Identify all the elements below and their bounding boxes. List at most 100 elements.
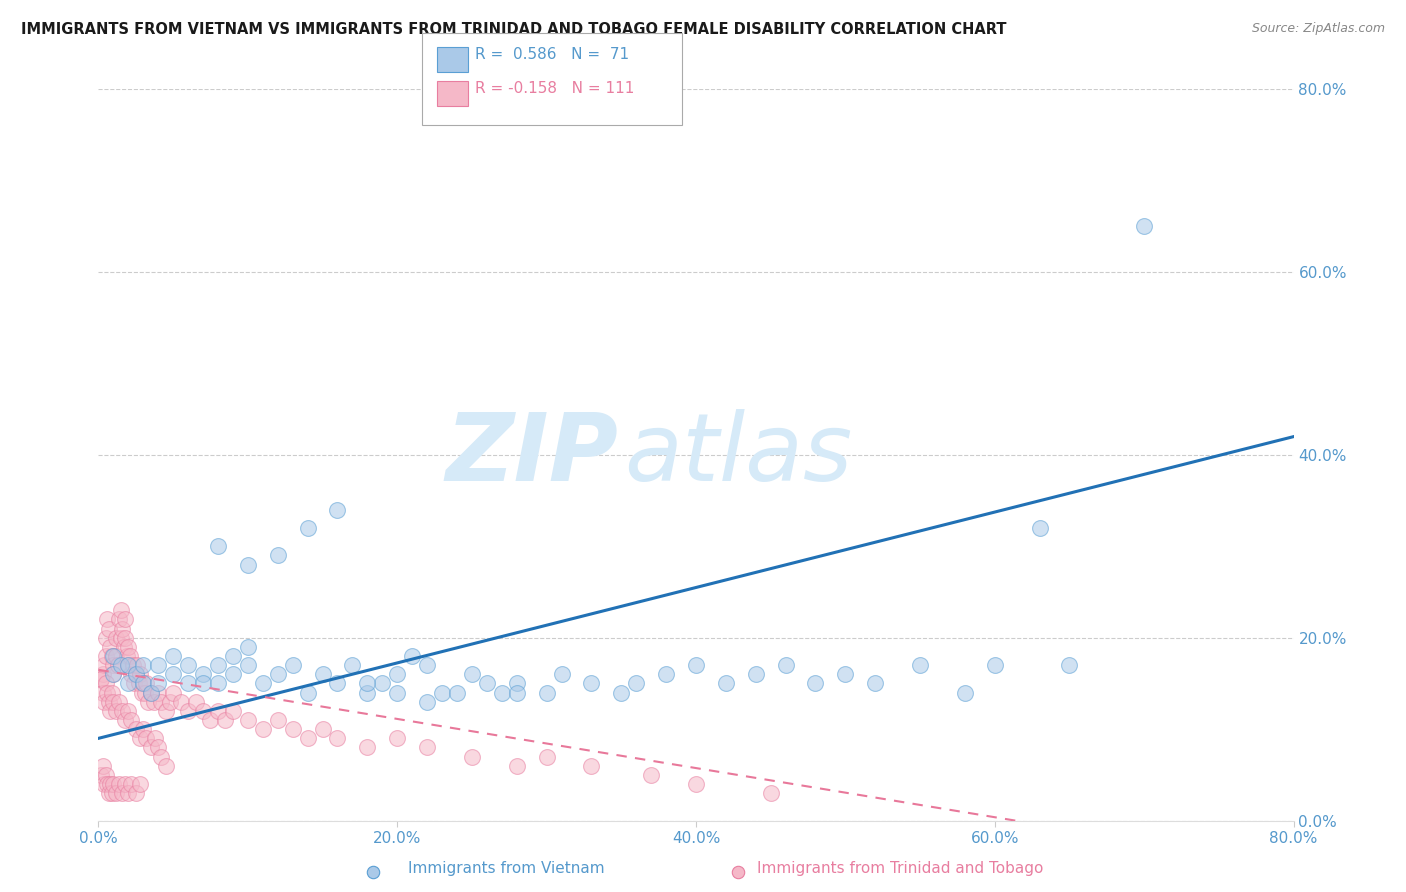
Point (385, 731, 409, 746)
Point (222, 704, 245, 718)
Point (834, 667, 856, 681)
Point (127, 658, 149, 673)
Point (115, 649, 138, 664)
Text: Source: ZipAtlas.com: Source: ZipAtlas.com (1251, 22, 1385, 36)
Point (267, 667, 290, 681)
Point (727, 865, 749, 880)
Point (112, 640, 135, 654)
Point (252, 676, 274, 690)
Point (775, 658, 797, 673)
Point (297, 686, 319, 700)
Point (114, 777, 136, 791)
Point (416, 740, 439, 755)
Point (267, 549, 290, 563)
Point (134, 686, 156, 700)
Point (536, 749, 558, 764)
Point (759, 786, 782, 800)
Point (191, 667, 214, 681)
Point (128, 676, 150, 690)
Point (148, 658, 170, 673)
Point (430, 686, 453, 700)
Point (281, 658, 304, 673)
Point (177, 704, 200, 718)
Point (148, 740, 170, 755)
Point (908, 658, 931, 673)
Point (236, 713, 259, 727)
Point (97, 622, 120, 636)
Point (311, 667, 333, 681)
Point (326, 676, 349, 690)
Point (142, 695, 165, 709)
Point (984, 658, 1007, 673)
Point (685, 658, 707, 673)
Point (236, 658, 259, 673)
Point (101, 786, 124, 800)
Point (207, 704, 229, 718)
Point (118, 649, 141, 664)
Point (105, 631, 128, 645)
Point (155, 758, 177, 772)
Point (297, 731, 319, 746)
Text: atlas: atlas (624, 409, 852, 500)
Point (129, 777, 152, 791)
Point (361, 865, 384, 880)
Point (139, 686, 162, 700)
Point (139, 740, 162, 755)
Point (103, 777, 125, 791)
Point (155, 704, 177, 718)
Point (105, 649, 128, 664)
Point (506, 676, 529, 690)
Point (953, 686, 976, 700)
Point (94, 768, 117, 782)
Point (159, 695, 181, 709)
Point (610, 686, 633, 700)
Point (101, 649, 124, 664)
Point (416, 658, 439, 673)
Point (311, 723, 333, 737)
Point (91, 758, 114, 772)
Text: Immigrants from Trinidad and Tobago: Immigrants from Trinidad and Tobago (756, 861, 1043, 876)
Point (804, 676, 827, 690)
Point (136, 695, 159, 709)
Point (550, 667, 572, 681)
Point (491, 686, 513, 700)
Point (342, 658, 364, 673)
Point (103, 649, 125, 664)
Point (111, 622, 134, 636)
Point (135, 676, 157, 690)
Point (120, 713, 142, 727)
Point (281, 723, 304, 737)
Point (91, 667, 114, 681)
Point (207, 658, 229, 673)
Point (371, 676, 394, 690)
Point (162, 686, 184, 700)
Point (97, 786, 120, 800)
Point (143, 731, 166, 746)
Text: IMMIGRANTS FROM VIETNAM VS IMMIGRANTS FROM TRINIDAD AND TOBAGO FEMALE DISABILITY: IMMIGRANTS FROM VIETNAM VS IMMIGRANTS FR… (21, 22, 1007, 37)
Point (461, 667, 484, 681)
Point (1059, 658, 1081, 673)
Point (111, 786, 134, 800)
Point (98, 704, 122, 718)
Point (626, 676, 648, 690)
Point (131, 686, 153, 700)
Point (416, 695, 439, 709)
Point (207, 676, 229, 690)
Text: ZIP: ZIP (446, 409, 619, 501)
Point (135, 731, 157, 746)
Point (98, 640, 122, 654)
Point (90, 768, 112, 782)
Point (96, 613, 118, 627)
Point (124, 676, 146, 690)
Point (91, 686, 114, 700)
Point (108, 613, 131, 627)
Point (132, 723, 155, 737)
Point (129, 667, 152, 681)
Point (236, 558, 259, 572)
Text: Immigrants from Vietnam: Immigrants from Vietnam (408, 861, 605, 876)
Point (297, 521, 319, 535)
Point (184, 695, 207, 709)
Point (117, 786, 139, 800)
Point (117, 658, 139, 673)
Point (94, 649, 117, 664)
